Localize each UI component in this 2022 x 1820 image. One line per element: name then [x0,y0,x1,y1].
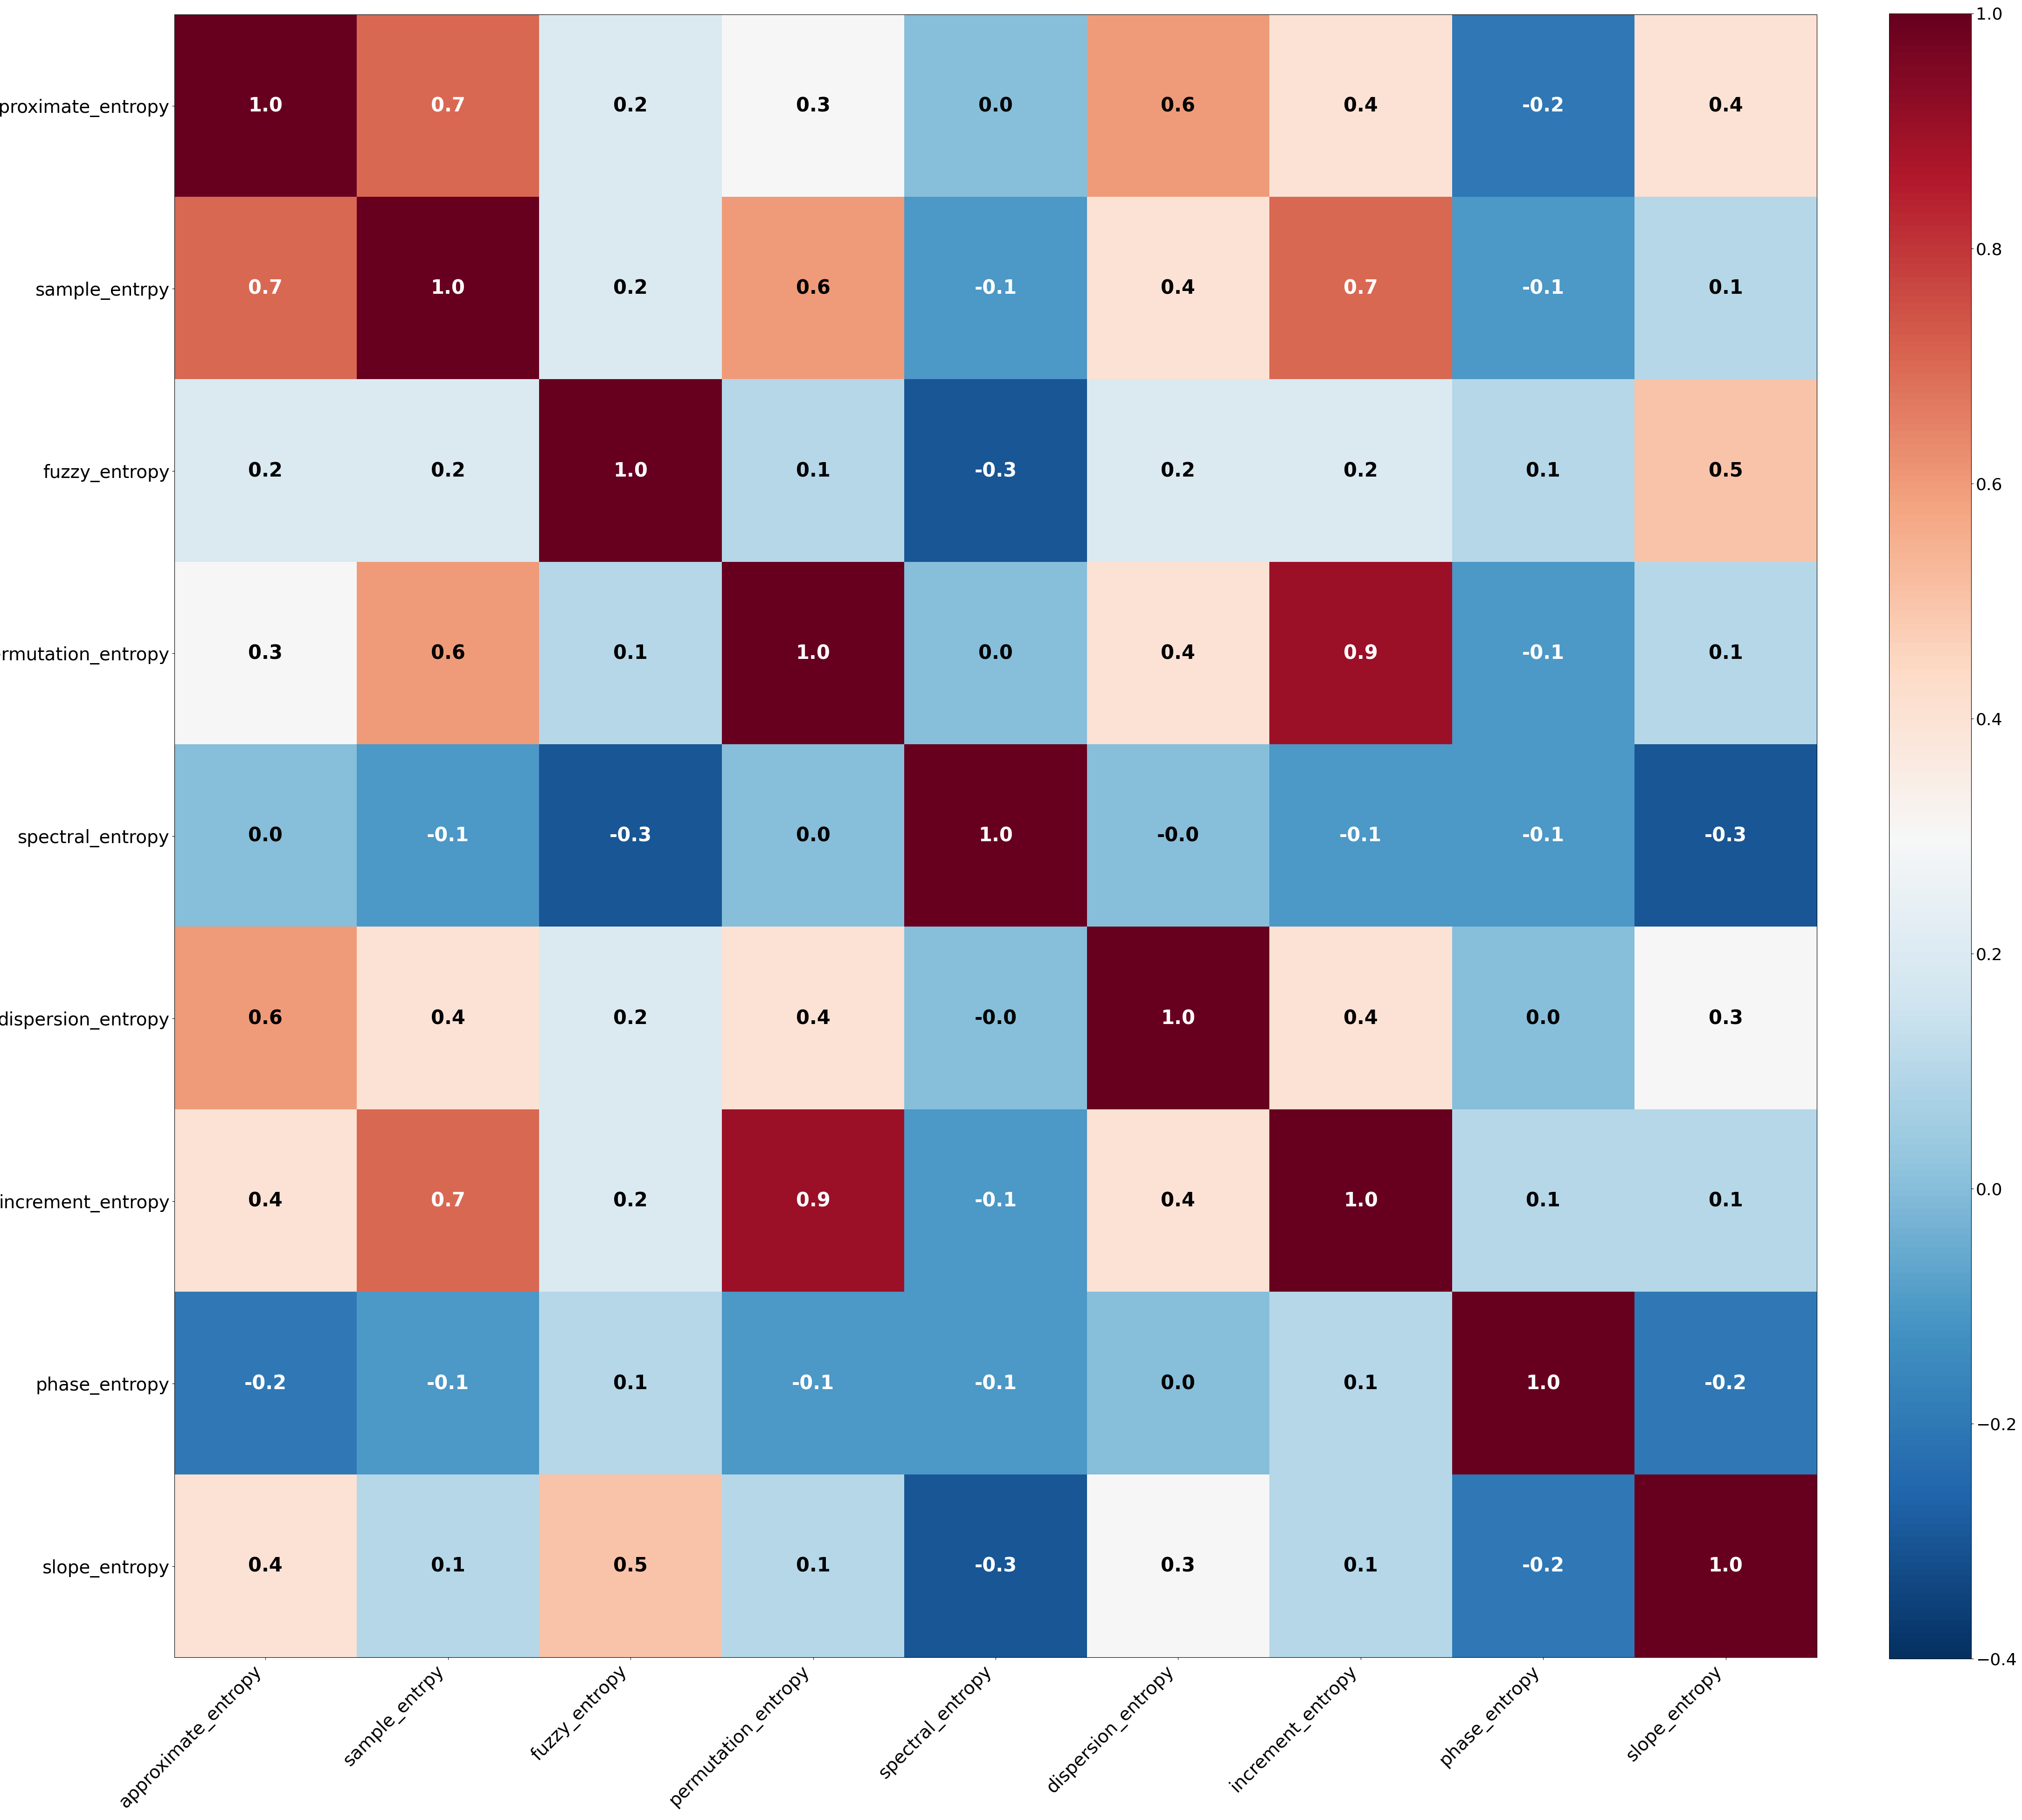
Text: 0.7: 0.7 [249,278,283,298]
Text: -0.0: -0.0 [1157,826,1199,846]
Text: 0.4: 0.4 [1161,278,1195,298]
Text: 1.0: 1.0 [1709,1556,1743,1576]
Text: 0.5: 0.5 [613,1556,647,1576]
Text: 1.0: 1.0 [979,826,1013,846]
Text: 0.1: 0.1 [1343,1556,1377,1576]
Text: 0.2: 0.2 [1343,460,1377,480]
Text: 0.3: 0.3 [249,644,283,662]
Text: 0.0: 0.0 [249,826,283,846]
Text: 0.3: 0.3 [1161,1556,1195,1576]
Text: 0.1: 0.1 [613,1374,647,1394]
Text: 0.0: 0.0 [1527,1008,1561,1028]
Text: -0.1: -0.1 [793,1374,835,1394]
Text: 0.3: 0.3 [797,96,831,116]
Text: 0.0: 0.0 [797,826,831,846]
Text: 0.1: 0.1 [613,644,647,662]
Text: 0.4: 0.4 [249,1192,283,1210]
Text: -0.3: -0.3 [975,460,1017,480]
Text: -0.1: -0.1 [1523,826,1565,846]
Text: -0.2: -0.2 [1523,96,1565,116]
Text: 0.6: 0.6 [797,278,831,298]
Text: 1.0: 1.0 [797,644,831,662]
Text: -0.0: -0.0 [975,1008,1017,1028]
Text: 0.1: 0.1 [1343,1374,1377,1394]
Text: 0.4: 0.4 [797,1008,831,1028]
Text: 1.0: 1.0 [431,278,465,298]
Text: 0.1: 0.1 [1709,1192,1743,1210]
Text: 0.4: 0.4 [1709,96,1743,116]
Text: 0.6: 0.6 [1161,96,1195,116]
Text: 0.5: 0.5 [1709,460,1743,480]
Text: 0.4: 0.4 [1161,644,1195,662]
Text: 0.2: 0.2 [431,460,465,480]
Text: 0.1: 0.1 [1709,278,1743,298]
Text: -0.1: -0.1 [1523,644,1565,662]
Text: -0.1: -0.1 [1523,278,1565,298]
Text: 0.2: 0.2 [613,1008,647,1028]
Text: 0.7: 0.7 [431,96,465,116]
Text: 0.1: 0.1 [1709,644,1743,662]
Text: -0.2: -0.2 [1523,1556,1565,1576]
Text: -0.1: -0.1 [975,1192,1017,1210]
Text: 0.1: 0.1 [1527,460,1561,480]
Text: -0.3: -0.3 [1705,826,1747,846]
Text: -0.1: -0.1 [1339,826,1381,846]
Text: 0.7: 0.7 [1343,278,1377,298]
Text: 0.4: 0.4 [431,1008,465,1028]
Text: 0.1: 0.1 [1527,1192,1561,1210]
Text: 0.2: 0.2 [1161,460,1195,480]
Text: -0.3: -0.3 [609,826,651,846]
Text: 0.2: 0.2 [613,1192,647,1210]
Text: 0.0: 0.0 [1161,1374,1195,1394]
Text: 0.2: 0.2 [613,278,647,298]
Text: 0.0: 0.0 [979,644,1013,662]
Text: 1.0: 1.0 [1161,1008,1195,1028]
Text: 0.4: 0.4 [1343,96,1377,116]
Text: 0.9: 0.9 [797,1192,831,1210]
Text: 0.4: 0.4 [1343,1008,1377,1028]
Text: -0.3: -0.3 [975,1556,1017,1576]
Text: 0.4: 0.4 [1161,1192,1195,1210]
Text: 0.2: 0.2 [613,96,647,116]
Text: 0.6: 0.6 [249,1008,283,1028]
Text: -0.2: -0.2 [1705,1374,1747,1394]
Text: -0.1: -0.1 [427,1374,469,1394]
Text: 0.6: 0.6 [431,644,465,662]
Text: 0.2: 0.2 [249,460,283,480]
Text: 0.1: 0.1 [431,1556,465,1576]
Text: 1.0: 1.0 [249,96,283,116]
Text: 0.3: 0.3 [1709,1008,1743,1028]
Text: 1.0: 1.0 [1527,1374,1561,1394]
Text: 0.1: 0.1 [797,460,831,480]
Text: 0.0: 0.0 [979,96,1013,116]
Text: -0.1: -0.1 [427,826,469,846]
Text: -0.1: -0.1 [975,278,1017,298]
Text: 1.0: 1.0 [1343,1192,1377,1210]
Text: -0.2: -0.2 [245,1374,287,1394]
Text: 1.0: 1.0 [613,460,647,480]
Text: 0.9: 0.9 [1343,644,1377,662]
Text: 0.4: 0.4 [249,1556,283,1576]
Text: 0.1: 0.1 [797,1556,831,1576]
Text: 0.7: 0.7 [431,1192,465,1210]
Text: -0.1: -0.1 [975,1374,1017,1394]
